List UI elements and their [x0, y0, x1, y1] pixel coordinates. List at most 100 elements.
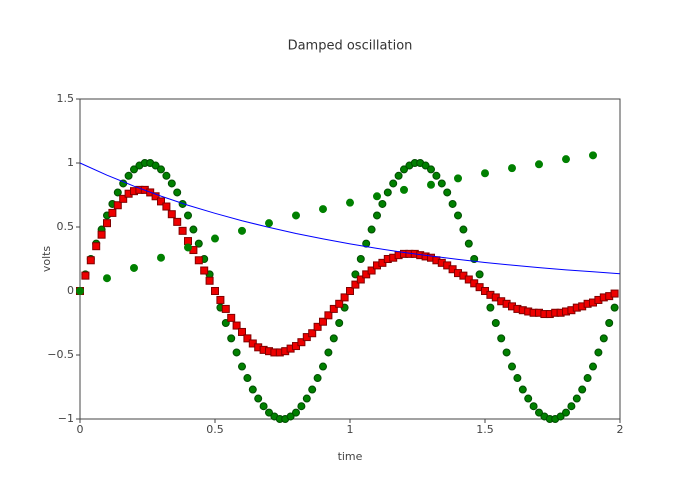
marker — [367, 266, 376, 275]
marker — [346, 198, 354, 207]
y-tick-label: 0.5 — [57, 220, 75, 233]
marker — [308, 329, 317, 338]
marker — [589, 362, 597, 371]
marker — [259, 402, 268, 411]
marker — [162, 202, 171, 211]
marker — [308, 385, 317, 394]
marker — [589, 151, 597, 160]
y-tick-label: 0 — [67, 284, 74, 297]
marker — [157, 165, 165, 174]
marker — [103, 274, 111, 283]
marker — [481, 169, 489, 178]
marker — [113, 188, 122, 197]
marker — [108, 208, 117, 217]
marker — [454, 174, 462, 183]
marker — [151, 161, 160, 170]
marker — [211, 287, 219, 295]
y-tick-label: 1 — [67, 156, 74, 169]
marker — [216, 295, 225, 304]
marker — [200, 266, 209, 275]
marker — [319, 205, 327, 214]
marker — [324, 348, 333, 357]
marker — [119, 194, 128, 203]
marker — [194, 256, 203, 265]
marker — [524, 394, 533, 403]
marker — [427, 165, 435, 174]
marker — [319, 317, 327, 326]
y-tick-label: −0.5 — [47, 348, 74, 361]
marker — [508, 362, 516, 371]
marker — [103, 219, 111, 228]
marker — [178, 226, 187, 235]
marker — [97, 230, 106, 239]
marker — [459, 225, 468, 234]
marker — [383, 188, 392, 197]
marker — [437, 179, 446, 188]
marker — [448, 199, 457, 208]
marker — [113, 201, 122, 210]
marker — [394, 171, 403, 180]
marker — [535, 408, 543, 417]
marker — [362, 239, 371, 248]
marker — [297, 402, 306, 411]
chart-title: Damped oscillation — [288, 39, 413, 54]
marker — [319, 362, 327, 371]
marker — [265, 219, 273, 228]
marker — [238, 362, 246, 371]
marker — [400, 165, 408, 174]
marker — [167, 179, 176, 188]
marker — [497, 334, 506, 343]
marker — [76, 287, 84, 295]
marker — [491, 319, 500, 327]
marker — [178, 199, 187, 208]
marker — [562, 408, 570, 417]
marker — [594, 348, 603, 357]
marker — [378, 199, 387, 208]
x-tick-label: 0.5 — [206, 423, 224, 436]
marker — [373, 211, 381, 220]
marker — [335, 319, 344, 327]
marker — [243, 374, 252, 383]
marker — [578, 385, 587, 394]
marker — [432, 171, 441, 180]
marker — [356, 275, 365, 284]
marker — [454, 211, 462, 220]
marker — [508, 164, 516, 173]
marker — [518, 385, 527, 394]
x-tick-label: 0 — [77, 423, 84, 436]
marker — [157, 253, 165, 262]
marker — [92, 242, 101, 251]
marker — [475, 270, 484, 279]
marker — [292, 211, 300, 220]
marker — [356, 255, 365, 263]
marker — [556, 412, 565, 421]
marker — [610, 289, 619, 298]
marker — [313, 374, 322, 383]
marker — [173, 188, 182, 197]
marker — [286, 412, 295, 421]
marker — [167, 210, 176, 219]
marker — [173, 217, 182, 226]
marker — [227, 334, 236, 343]
y-axis-label: volts — [40, 246, 53, 273]
x-axis-label: time — [338, 450, 363, 463]
marker — [346, 287, 354, 295]
marker — [194, 239, 203, 248]
y-tick-label: 1.5 — [57, 92, 75, 105]
marker — [421, 161, 430, 170]
marker — [211, 234, 219, 243]
marker — [389, 179, 398, 188]
marker — [157, 197, 165, 206]
marker — [292, 408, 300, 417]
marker — [248, 385, 257, 394]
x-tick-label: 1 — [347, 423, 354, 436]
marker — [610, 303, 619, 312]
marker — [130, 165, 138, 174]
marker — [130, 263, 138, 272]
marker — [86, 256, 95, 265]
marker — [367, 225, 376, 234]
marker — [254, 394, 263, 403]
marker — [232, 321, 241, 330]
marker — [238, 327, 246, 336]
marker — [151, 192, 160, 201]
